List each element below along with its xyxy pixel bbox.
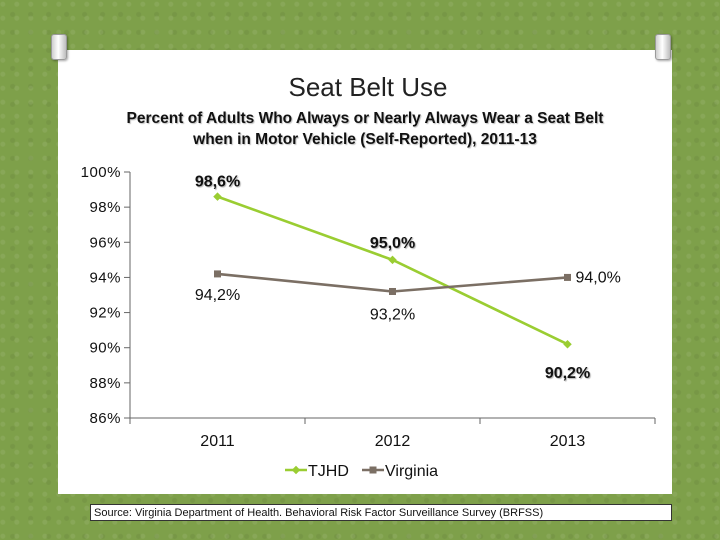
source-note: Source: Virginia Department of Health. B…: [90, 504, 672, 521]
x-tick-label: 2012: [375, 433, 411, 450]
data-label: 90,2%: [545, 365, 590, 382]
pushpin-left-icon: [51, 34, 67, 60]
y-tick-label: 100%: [81, 164, 121, 181]
x-tick-label: 2011: [200, 433, 235, 450]
y-tick-label: 98%: [89, 199, 121, 216]
x-tick-label: 2013: [550, 433, 586, 450]
legend-label: Virginia: [385, 463, 438, 480]
data-point-marker: [563, 339, 572, 349]
data-point-marker: [214, 270, 221, 278]
y-tick-label: 96%: [89, 234, 121, 251]
y-tick-label: 92%: [89, 305, 121, 322]
data-label: 94,2%: [195, 287, 240, 304]
y-tick-label: 90%: [89, 340, 121, 357]
data-point-marker: [213, 192, 222, 201]
legend-label: TJHD: [308, 463, 349, 480]
data-point-marker: [389, 287, 396, 295]
y-tick-label: 86%: [89, 410, 121, 427]
data-label: 95,0%: [370, 235, 415, 252]
chart-subtitle: Percent of Adults Who Always or Nearly A…: [126, 110, 604, 148]
data-label: 94,0%: [576, 269, 621, 286]
data-label: 98,6%: [195, 174, 240, 191]
legend-marker: [369, 466, 377, 474]
data-point-marker: [564, 273, 571, 281]
y-tick-label: 94%: [89, 269, 121, 286]
data-point-marker: [388, 255, 397, 265]
data-label: 93,2%: [370, 306, 415, 323]
pushpin-right-icon: [655, 34, 671, 60]
y-tick-label: 88%: [89, 375, 121, 392]
legend-marker: [291, 465, 301, 475]
slide-card: [58, 50, 672, 494]
chart-title: Seat Belt Use: [288, 72, 448, 102]
